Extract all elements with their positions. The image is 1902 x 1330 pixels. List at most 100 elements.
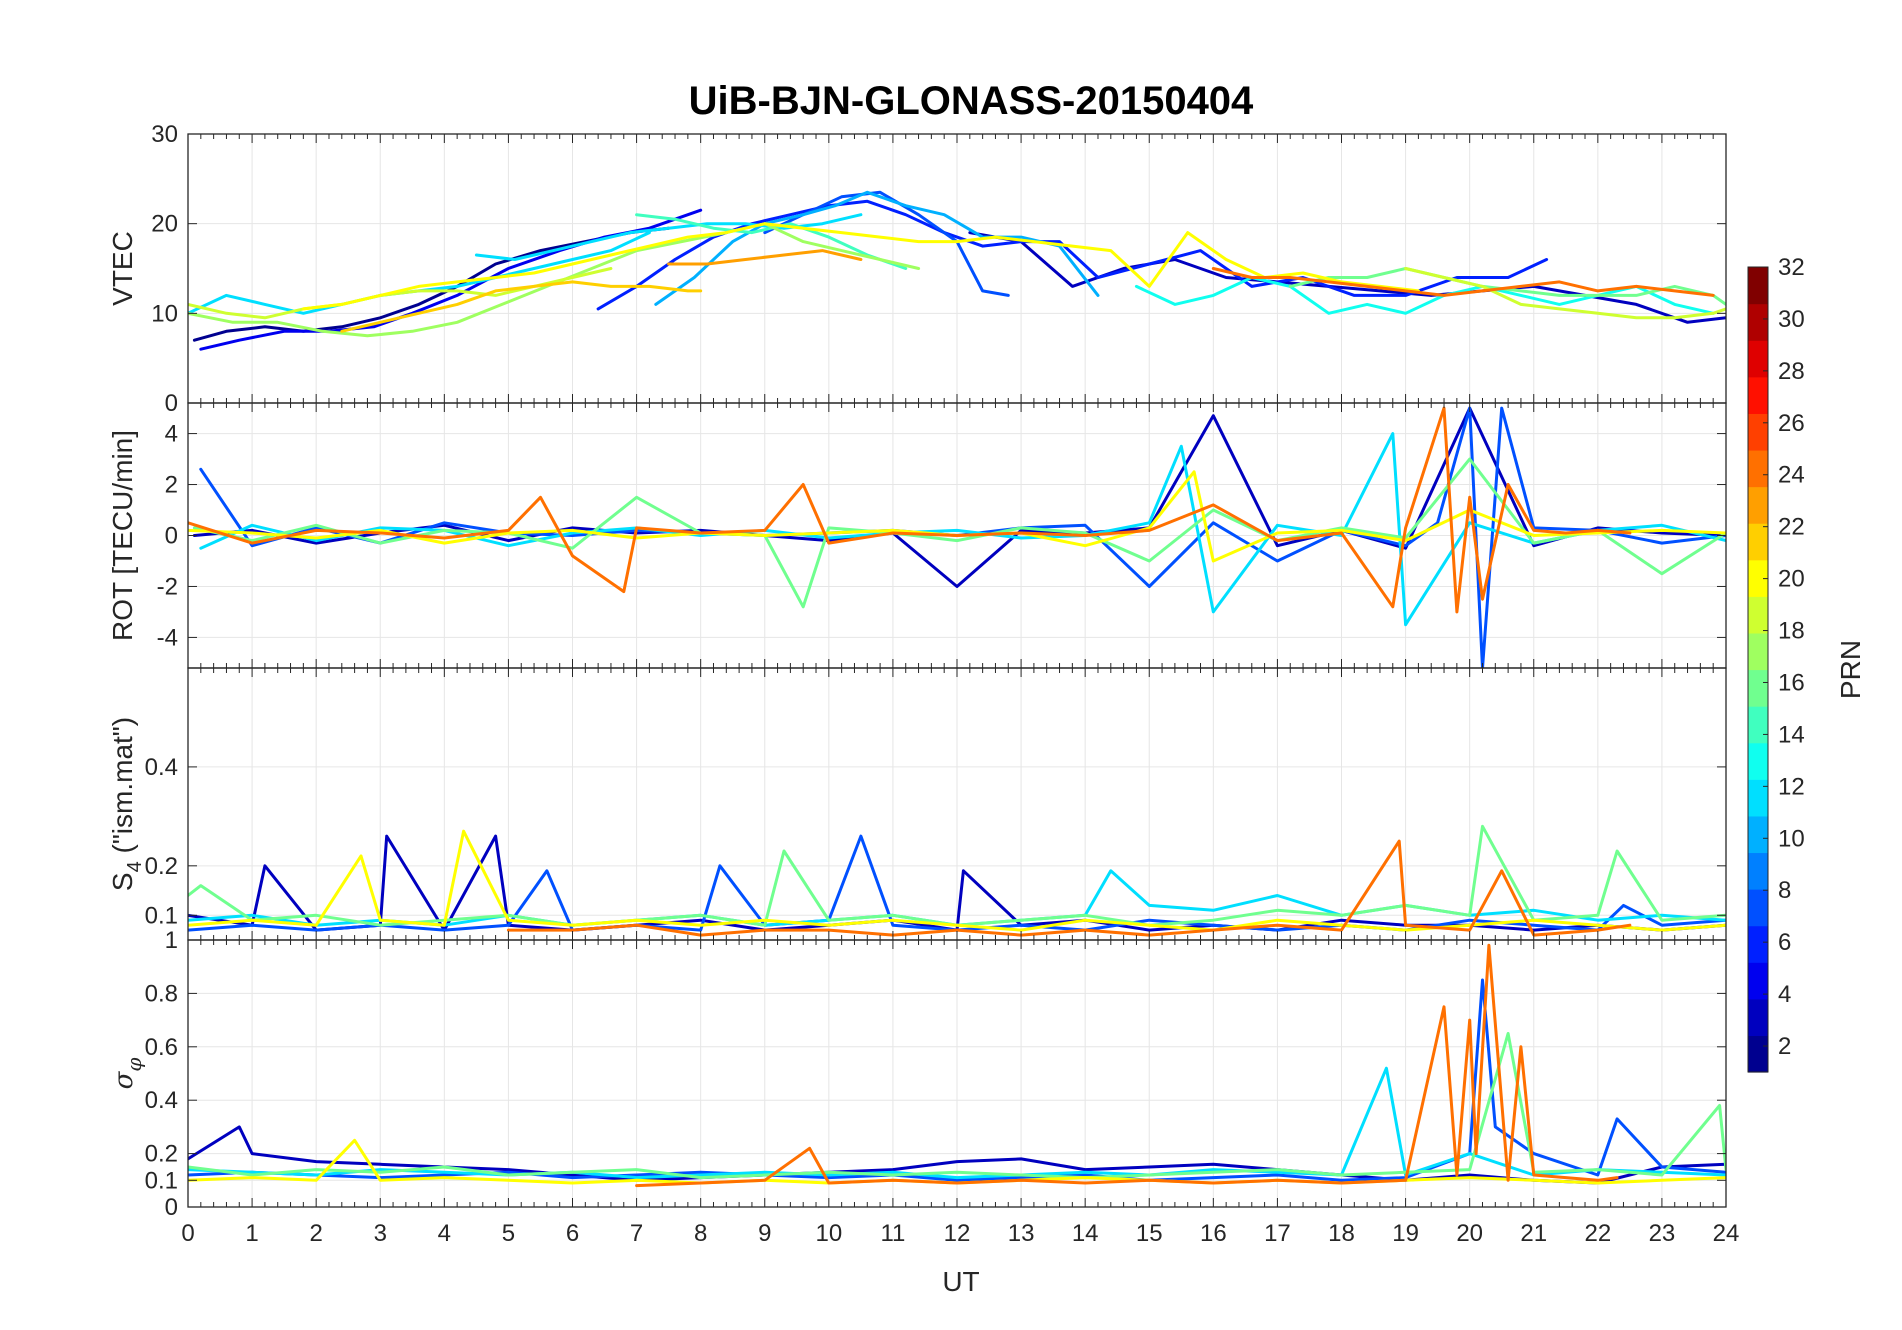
colorbar-segment [1748, 925, 1768, 963]
chart-title: UiB-BJN-GLONASS-20150404 [689, 79, 1254, 123]
colorbar-segment [1748, 632, 1768, 671]
colorbar-segment [1748, 559, 1768, 597]
colorbar-tick-label: 24 [1778, 462, 1805, 489]
vtec-series-prn-10 [654, 190, 1100, 306]
colorbar-tick-label: 26 [1778, 410, 1805, 437]
x-tick-label: 18 [1328, 1220, 1355, 1247]
vtec-series-group [188, 190, 1726, 351]
x-tick-label: 11 [880, 1220, 905, 1247]
vtec-series-prn-20 [301, 222, 1420, 311]
sigma-y-tick-label: 1 [165, 927, 178, 954]
sigma-series-prn-16 [188, 1032, 1726, 1180]
colorbar-tick-label: 2 [1778, 1033, 1791, 1060]
vtec-y-tick-label: 20 [151, 211, 178, 238]
rot-y-tick-label: -4 [157, 624, 178, 651]
colorbar-segment [1748, 1035, 1768, 1073]
vtec-series-prn-18 [1404, 267, 1726, 320]
sigma-y-tick-label: 0 [165, 1194, 178, 1221]
colorbar-tick-label: 20 [1778, 566, 1805, 593]
s4-y-tick-label: 0.1 [145, 902, 178, 929]
rot-y-tick-label: -2 [157, 573, 178, 600]
colorbar-segment [1748, 340, 1768, 378]
x-tick-label: 12 [944, 1220, 971, 1247]
colorbar-segment [1748, 962, 1768, 1000]
rot-series-prn-24 [188, 406, 1632, 614]
colorbar-segment [1748, 413, 1768, 451]
colorbar-tick-label: 8 [1778, 877, 1791, 904]
colorbar-segment [1748, 669, 1768, 707]
colorbar-segment [1748, 706, 1768, 744]
sigma-series-group [188, 943, 1726, 1188]
colorbar-segment [1748, 267, 1768, 305]
vtec-series-prn-16 [1288, 267, 1726, 306]
colorbar-tick-label: 4 [1778, 981, 1791, 1008]
x-axis: 0 1 2 3 4 5 6 7 8 9 10 11 12 13 14 15 16 17 18 19 20 21 22 23 24 [181, 1220, 1739, 1247]
x-tick-label: 2 [309, 1220, 322, 1247]
x-tick-label: 19 [1392, 1220, 1419, 1247]
sigma-y-tick-label: 0.8 [145, 980, 178, 1007]
x-tick-label: 3 [374, 1220, 387, 1247]
colorbar-segment [1748, 779, 1768, 817]
x-tick-label: 5 [502, 1220, 515, 1247]
s4-series-prn-8 [188, 834, 1726, 932]
colorbar-segment [1748, 742, 1768, 780]
panel-s4: 0.1 0.2 0.4S4 ("ism.mat") [107, 667, 1727, 941]
colorbar-segment [1748, 852, 1768, 890]
s4-y-tick-label: 0.2 [145, 853, 178, 880]
x-tick-label: 4 [438, 1220, 451, 1247]
x-tick-label: 6 [566, 1220, 579, 1247]
rot-y-tick-label: 4 [165, 421, 178, 448]
colorbar-tick-label: 18 [1778, 618, 1805, 645]
sigma-y-tick-label: 0.2 [145, 1141, 178, 1168]
x-tick-label: 1 [245, 1220, 258, 1247]
sigma-y-tick-label: 0.4 [145, 1087, 178, 1114]
x-tick-label: 17 [1264, 1220, 1291, 1247]
x-tick-label: 15 [1136, 1220, 1163, 1247]
x-tick-label: 22 [1584, 1220, 1611, 1247]
colorbar-tick-label: 22 [1778, 514, 1805, 541]
x-axis-label: UT [942, 1266, 979, 1297]
colorbar-tick-label: 14 [1778, 721, 1805, 748]
colorbar-segment [1748, 523, 1768, 561]
sigma-y-tick-label: 0.6 [145, 1034, 178, 1061]
vtec-y-tick-label: 0 [165, 390, 178, 417]
colorbar-segment [1748, 596, 1768, 634]
colorbar-segment [1748, 815, 1768, 854]
colorbar-segment [1748, 486, 1768, 524]
colorbar-segment [1748, 889, 1768, 927]
panel-sigma: 00.10.2 0.4 0.6 0.8 1 σφ [109, 927, 1727, 1221]
vtec-series-prn-22 [340, 280, 703, 333]
x-tick-label: 10 [815, 1220, 842, 1247]
x-tick-label: 16 [1200, 1220, 1227, 1247]
colorbar-tick-label: 32 [1778, 254, 1805, 281]
colorbar-segment [1748, 376, 1768, 414]
x-tick-label: 14 [1072, 1220, 1099, 1247]
colorbar-segment [1748, 303, 1768, 341]
s4-series-prn-20 [188, 829, 1726, 932]
x-tick-label: 23 [1649, 1220, 1676, 1247]
vtec-series-prn-13 [1134, 276, 1715, 315]
x-tick-label: 13 [1008, 1220, 1035, 1247]
colorbar-tick-label: 28 [1778, 358, 1805, 385]
sigma-series-prn-3 [188, 1125, 1726, 1185]
rot-y-tick-label: 2 [165, 472, 178, 499]
x-tick-label: 7 [630, 1220, 643, 1247]
x-tick-label: 20 [1456, 1220, 1483, 1247]
vtec-y-tick-label: 30 [151, 121, 178, 148]
colorbar-segment [1748, 449, 1768, 488]
x-tick-label: 24 [1713, 1220, 1740, 1247]
x-tick-label: 8 [694, 1220, 707, 1247]
vtec-y-axis-label: VTEC [107, 231, 138, 306]
sigma-y-axis-label: σφ [109, 1058, 146, 1090]
x-tick-label: 21 [1520, 1220, 1547, 1247]
colorbar-frame [1747, 266, 1769, 1073]
s4-y-axis-label: S4 ("ism.mat") [107, 717, 146, 891]
vtec-series-prn-23 [667, 249, 863, 266]
x-tick-label: 9 [758, 1220, 771, 1247]
panel-vtec: 0 10 20 30 VTEC [107, 121, 1727, 417]
rot-series-prn-16 [192, 457, 1726, 609]
rot-series-prn-8 [199, 406, 1726, 668]
